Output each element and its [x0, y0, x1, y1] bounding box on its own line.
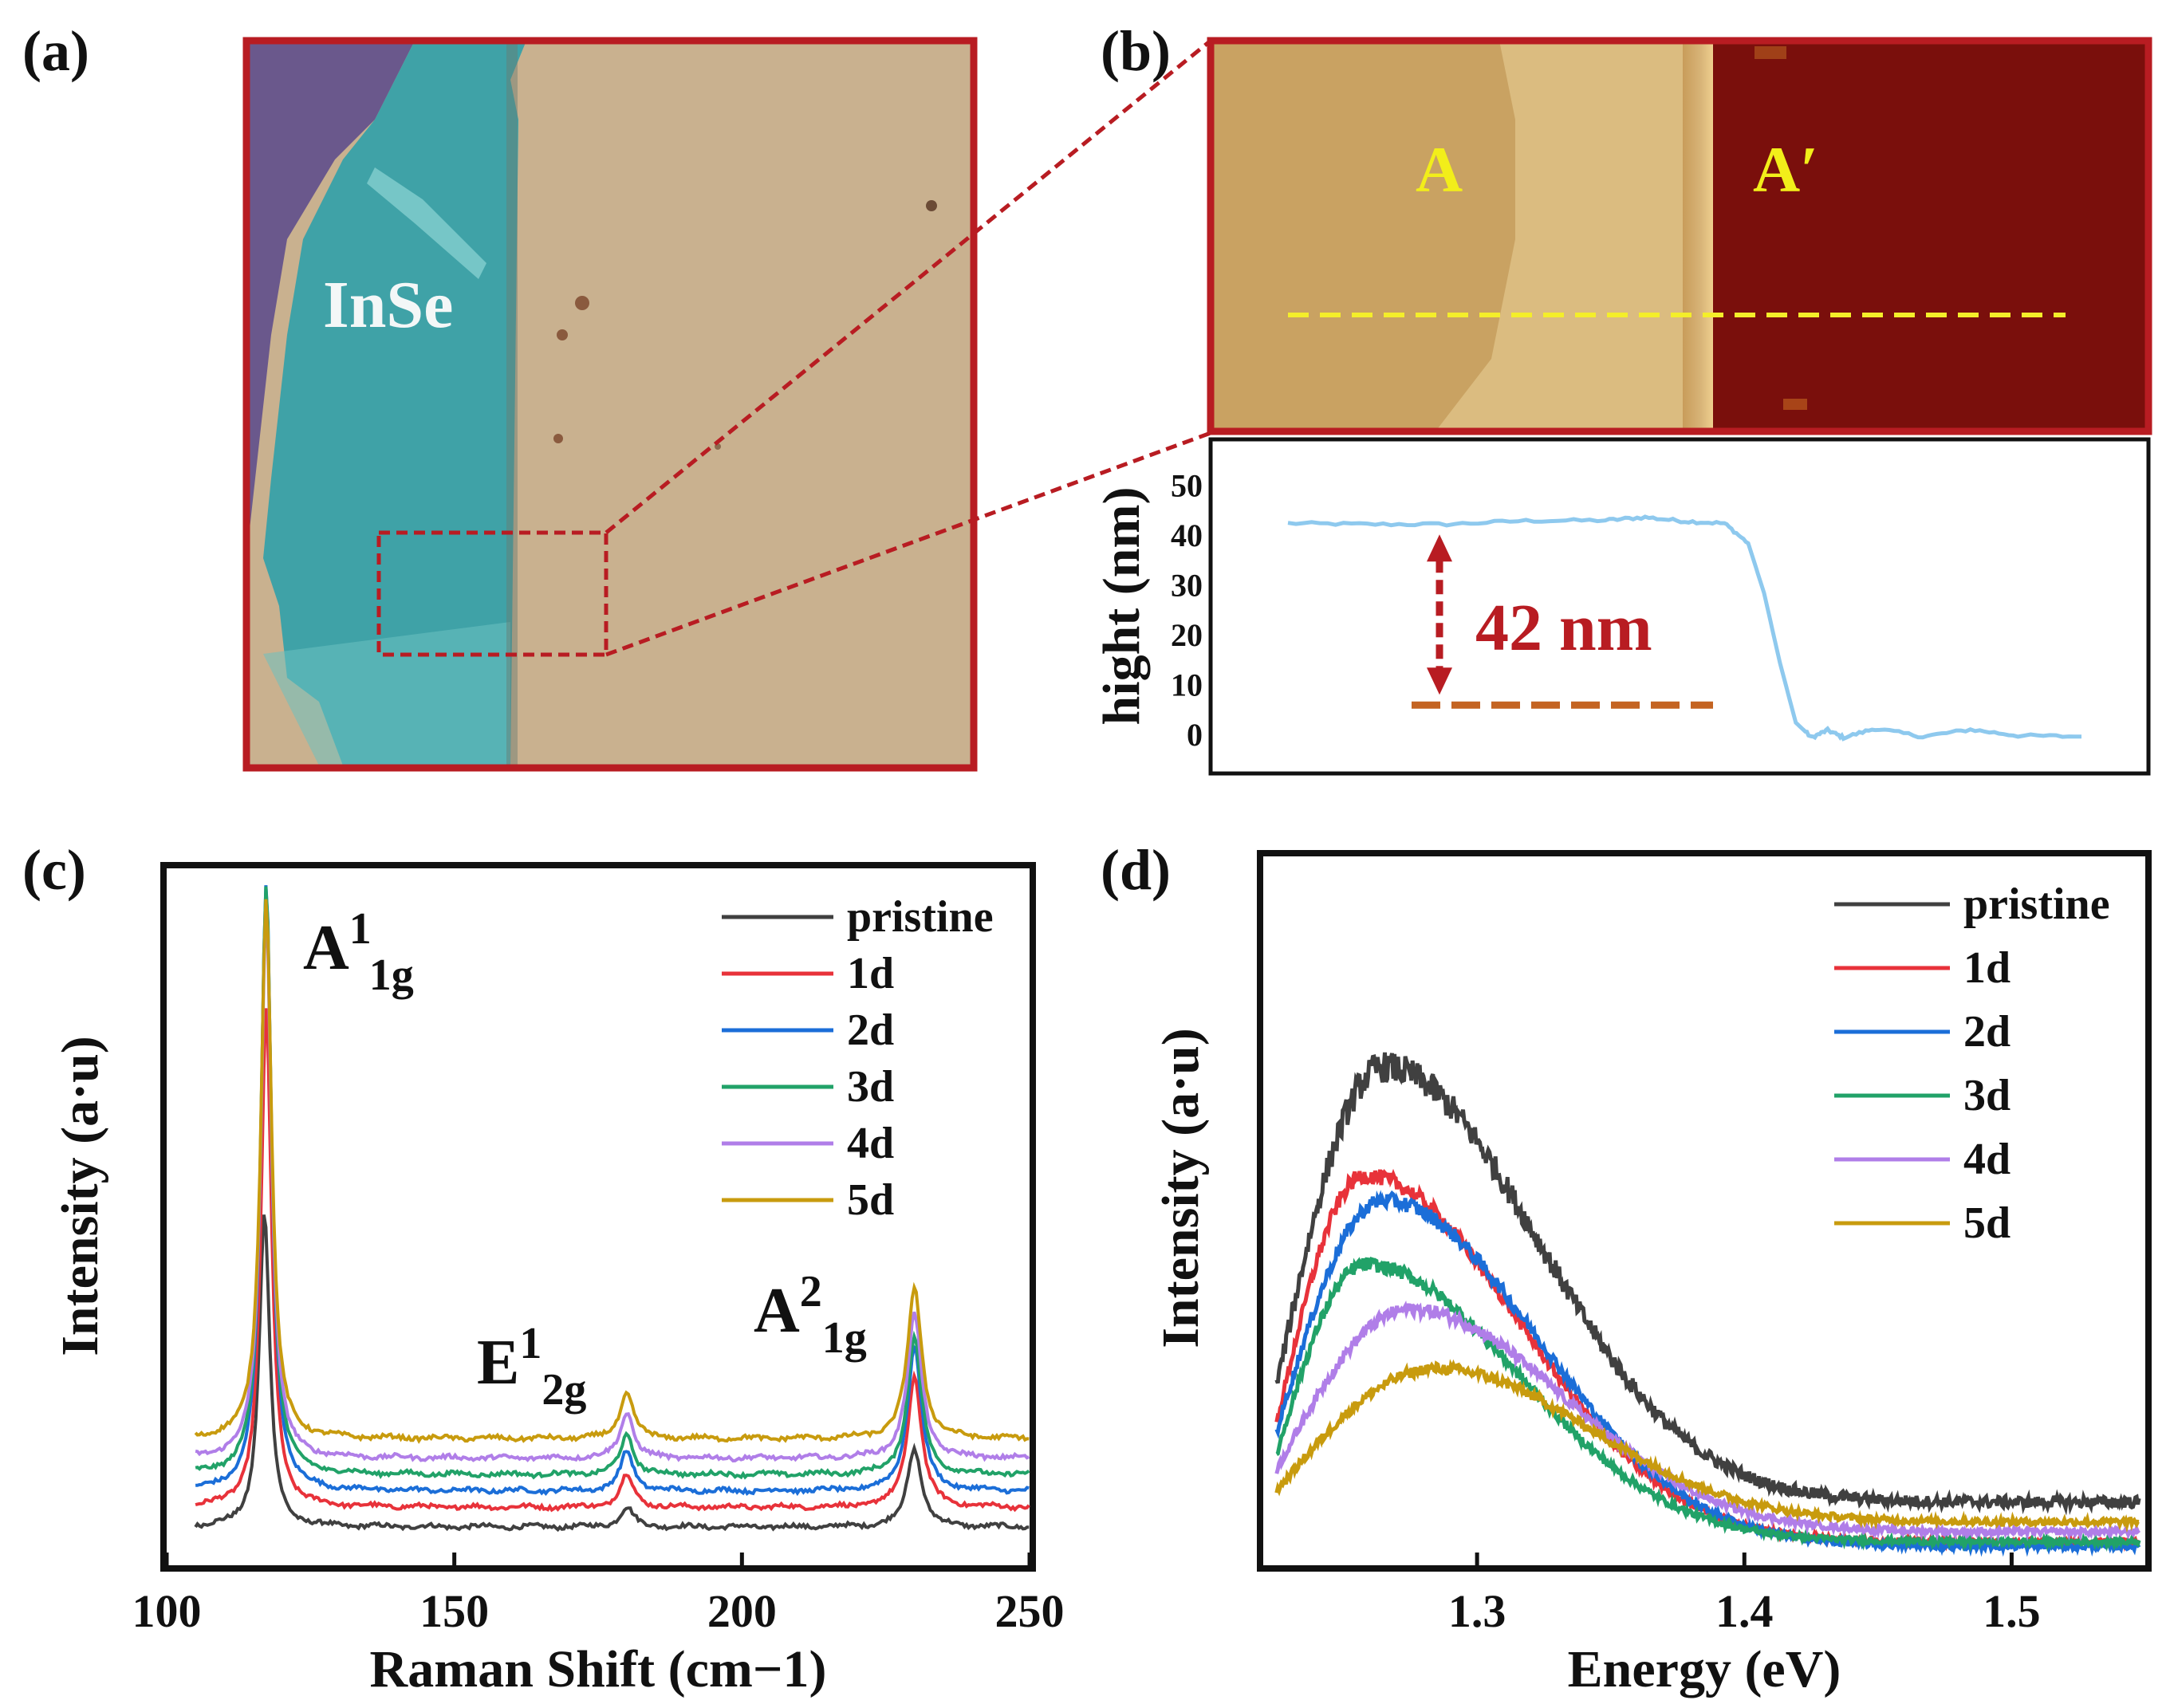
profile-y-tick-label: 0: [1187, 717, 1203, 753]
pl-legend-label: 4d: [1963, 1135, 2010, 1184]
raman-series-3d: [195, 886, 1030, 1480]
arrow-head-top: [1427, 534, 1452, 562]
profile-y-tick-label: 40: [1171, 518, 1203, 553]
zoom-guide-bottom: [605, 431, 1211, 657]
pl-x-tick-label: 1.4: [1715, 1585, 1774, 1637]
peak-base: A: [754, 1276, 800, 1346]
debris-dot: [557, 329, 568, 340]
raman-legend-label: 2d: [847, 1006, 894, 1055]
raman-x-ticks: 100 150 200 250: [132, 1553, 1065, 1637]
peak-sub: 1g: [822, 1313, 867, 1363]
profile-y-axis-title: hight (nm): [1093, 487, 1151, 726]
debris-dot: [575, 296, 589, 310]
pl-legend-label: 2d: [1963, 1007, 2010, 1057]
raman-series-2d: [195, 885, 1030, 1497]
zoom-guide-top: [605, 39, 1212, 534]
raman-x-tick-label: 100: [132, 1585, 202, 1637]
pl-series-4d: [1274, 1301, 2141, 1542]
raman-x-tick-label: 200: [707, 1585, 777, 1637]
pl-legend-label: 3d: [1963, 1071, 2010, 1120]
flake-edge: [506, 41, 518, 766]
afm-right-region: [1713, 41, 2148, 431]
pl-x-ticks: 1.3 1.4 1.5: [1448, 1553, 2041, 1637]
arrow-head-bottom: [1427, 667, 1452, 695]
region-right-label: A′: [1753, 133, 1818, 206]
raman-peak-label: E12g: [477, 1319, 586, 1415]
panel-label-c: (c): [22, 838, 86, 902]
raman-plot-frame: [160, 862, 1036, 1572]
peak-base: A: [303, 913, 349, 983]
peak-sup: 2: [800, 1267, 822, 1316]
afm-debris: [1755, 46, 1786, 59]
zoom-box: [376, 530, 608, 657]
raman-legend-label: 3d: [847, 1062, 894, 1112]
raman-legend-label: 5d: [847, 1175, 894, 1225]
raman-series-5d: [194, 899, 1030, 1444]
flake-lighter-lower: [263, 622, 510, 765]
panel-d: (d) 1.3 1.4 1.5 Energy (eV) Intensity (a·u…: [1101, 838, 2152, 1698]
debris-dot: [926, 200, 937, 211]
profile-y-tick-label: 20: [1171, 617, 1203, 653]
profile-y-tick-label: 50: [1171, 467, 1203, 503]
profile-y-ticks: 0 10 20 30 40 50: [1171, 467, 1203, 753]
panel-b: (b) A A′ hight (nm) 0 10 20 30 40 50 42 nm: [1093, 19, 2152, 776]
raman-legend-label: pristine: [847, 892, 994, 942]
raman-y-axis-title: Intensity (a·u): [51, 1036, 109, 1356]
peak-sub: 2g: [542, 1365, 586, 1415]
raman-legend-label: 4d: [847, 1119, 894, 1168]
pl-x-tick-label: 1.3: [1448, 1585, 1506, 1637]
raman-peak-label: A21g: [754, 1267, 867, 1363]
peak-sub: 1g: [369, 950, 414, 1000]
raman-legend-label: 1d: [847, 949, 894, 998]
step-height-label: 42 nm: [1475, 591, 1652, 665]
pl-plot-frame: [1257, 850, 2152, 1572]
pl-series-3d: [1275, 1256, 2141, 1553]
dark-substrate-region: [246, 41, 415, 558]
raman-series-group: [194, 885, 1030, 1533]
debris-dot: [553, 434, 563, 443]
profile-line: [1287, 514, 2082, 742]
pl-series-pristine: [1274, 1052, 2141, 1516]
profile-plot-area: [1208, 437, 2151, 776]
raman-legend: pristine 1d 2d 3d 4d 5d: [722, 892, 994, 1225]
raman-series-1d: [195, 1008, 1030, 1513]
raman-peak-label: A11g: [303, 904, 414, 1000]
raman-series-pristine: [194, 1214, 1030, 1533]
pl-legend-label: 5d: [1963, 1198, 2010, 1248]
pl-series-2d: [1274, 1190, 2141, 1557]
afm-frame: [1207, 37, 2152, 435]
pl-legend: pristine 1d 2d 3d 4d 5d: [1834, 880, 2110, 1248]
raman-x-tick-label: 150: [419, 1585, 489, 1637]
pl-series-5d: [1274, 1359, 2140, 1533]
profile-y-tick-label: 30: [1171, 567, 1203, 603]
flake-highlight: [367, 167, 486, 279]
pl-legend-label: pristine: [1963, 880, 2110, 929]
region-left-label: A: [1416, 133, 1463, 206]
peak-base: E: [477, 1328, 519, 1398]
raman-x-tick-label: 250: [995, 1585, 1065, 1637]
panel-c: (c) 100 150 200 250 Raman Shift (cm−1) Inte…: [22, 838, 1065, 1698]
raman-x-axis-title: Raman Shift (cm−1): [370, 1640, 827, 1698]
pl-x-tick-label: 1.5: [1983, 1585, 2041, 1637]
pl-legend-label: 1d: [1963, 943, 2010, 993]
profile-y-tick-label: 10: [1171, 667, 1203, 702]
inse-flake: [263, 41, 526, 765]
peak-sup: 1: [519, 1319, 542, 1368]
panel-label-d: (d): [1101, 838, 1171, 902]
optical-frame: [242, 37, 978, 772]
afm-debris: [1783, 399, 1807, 410]
material-label: InSe: [323, 268, 453, 342]
afm-step-edge: [1683, 41, 1713, 431]
panel-label-a: (a): [22, 19, 89, 83]
pl-series-group: [1274, 1052, 2141, 1557]
panel-label-b: (b): [1101, 19, 1171, 83]
pl-x-axis-title: Energy (eV): [1568, 1640, 1841, 1698]
afm-terrace: [1436, 41, 1691, 431]
panel-a: (a) InSe: [22, 19, 978, 772]
raman-series-4d: [195, 910, 1030, 1463]
pl-y-axis-title: Intensity (a·u): [1152, 1028, 1210, 1348]
peak-sup: 1: [349, 904, 370, 954]
